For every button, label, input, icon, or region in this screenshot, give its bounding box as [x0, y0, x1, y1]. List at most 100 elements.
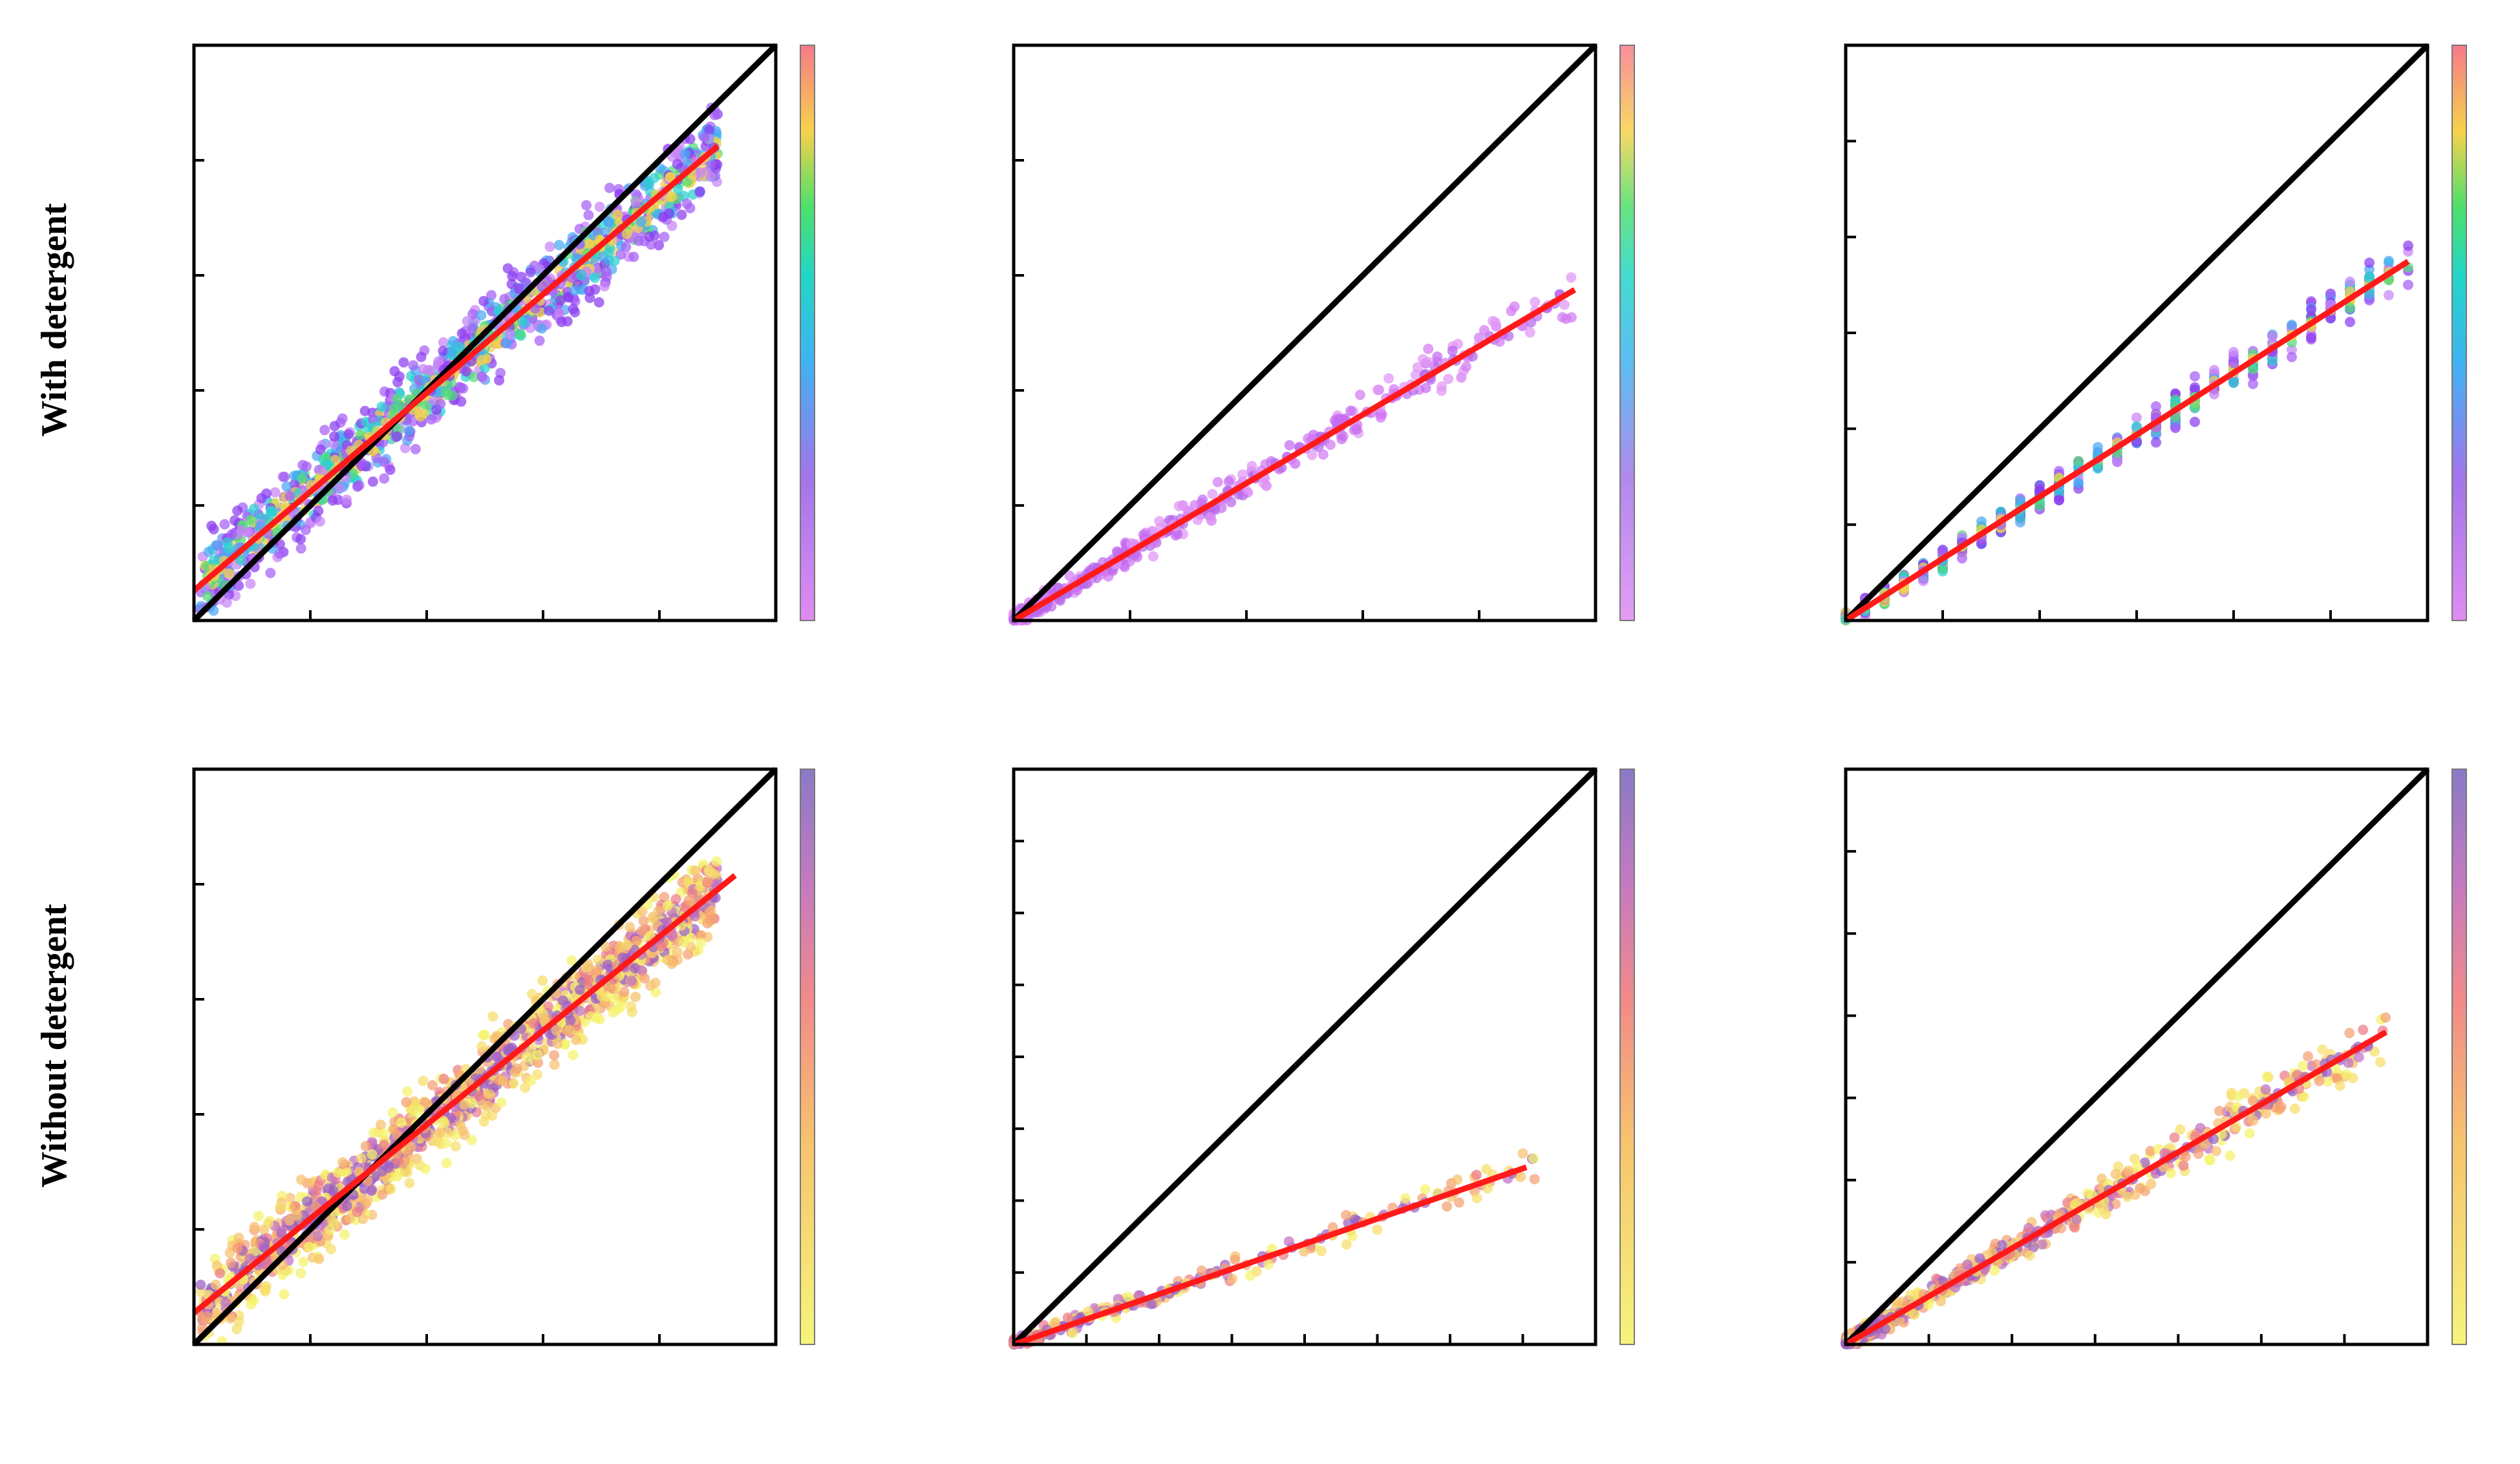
data-point: [576, 270, 586, 281]
data-point: [564, 1024, 575, 1035]
data-point: [568, 304, 579, 314]
data-point: [2165, 1168, 2176, 1178]
data-point: [507, 271, 518, 282]
data-point: [295, 543, 306, 554]
data-point: [2228, 346, 2239, 357]
fit-line-f: [1844, 1029, 2387, 1347]
data-point: [2024, 1250, 2035, 1261]
data-point: [2225, 1151, 2236, 1161]
data-point: [582, 959, 593, 970]
data-point: [281, 481, 292, 492]
data-point: [2233, 1090, 2244, 1101]
data-point: [631, 935, 642, 946]
data-point: [683, 895, 694, 906]
data-point: [2190, 401, 2200, 412]
data-point: [1383, 373, 1394, 384]
data-point: [2209, 388, 2219, 399]
colorbar-a: [800, 45, 815, 621]
data-point: [355, 430, 365, 440]
data-point: [295, 1268, 306, 1278]
data-point: [2131, 1161, 2142, 1172]
data-point: [603, 959, 614, 970]
data-point: [219, 519, 230, 530]
data-point: [279, 1289, 290, 1300]
data-point: [1327, 1222, 1338, 1233]
data-point: [2289, 1103, 2300, 1114]
data-point: [679, 149, 690, 160]
data-point: [1420, 1184, 1431, 1195]
data-point: [2311, 1059, 2322, 1070]
identity-line-a: [191, 43, 778, 623]
data-point: [539, 1015, 550, 1026]
data-point: [646, 239, 656, 250]
data-point: [1561, 313, 1572, 324]
data-point: [1918, 575, 1928, 586]
data-point: [2325, 288, 2336, 299]
data-point: [628, 251, 639, 262]
data-point: [565, 1015, 576, 1026]
identity-line-f: [1843, 767, 2430, 1347]
data-point: [2228, 377, 2239, 388]
data-point: [667, 191, 677, 202]
data-point: [2230, 1122, 2241, 1133]
data-point: [525, 1076, 536, 1087]
data-point: [378, 1128, 389, 1139]
data-point: [1420, 383, 1431, 394]
data-point: [1987, 1247, 1998, 1258]
data-point: [261, 1280, 272, 1291]
data-point: [672, 159, 683, 169]
data-point: [367, 1149, 378, 1160]
data-point: [232, 505, 243, 516]
data-point: [528, 1018, 539, 1029]
data-point: [1332, 413, 1343, 424]
data-point: [1307, 449, 1318, 460]
data-point: [656, 941, 667, 952]
data-point: [571, 1035, 582, 1045]
data-point: [456, 328, 467, 339]
data-point: [2248, 364, 2258, 375]
data-point: [1962, 1259, 1973, 1270]
data-point: [446, 346, 457, 357]
data-point: [619, 986, 630, 997]
data-point: [2287, 319, 2297, 330]
data-point: [263, 1218, 273, 1229]
data-point: [275, 1202, 286, 1213]
data-point: [327, 495, 338, 506]
data-point: [284, 491, 295, 502]
data-point: [2317, 1044, 2328, 1055]
data-point: [378, 1140, 389, 1151]
data-point: [203, 546, 214, 557]
data-point: [532, 1050, 543, 1061]
data-point: [392, 423, 403, 434]
data-point: [356, 1153, 367, 1164]
data-point: [224, 542, 235, 553]
data-point: [469, 372, 480, 383]
data-point: [1126, 538, 1137, 549]
data-point: [1148, 551, 1159, 562]
data-point: [2248, 1096, 2258, 1107]
data-point: [366, 1185, 377, 1196]
data-point: [702, 875, 713, 886]
data-point: [302, 1196, 312, 1207]
data-point: [557, 995, 568, 1006]
data-point: [2036, 1239, 2047, 1250]
data-point: [438, 1074, 449, 1085]
data-point: [352, 1207, 363, 1218]
data-point: [226, 529, 237, 540]
data-point: [279, 471, 290, 482]
data-point: [670, 894, 681, 905]
data-point: [562, 316, 573, 327]
data-point: [438, 337, 449, 348]
data-point: [265, 568, 276, 578]
data-point: [211, 540, 222, 551]
data-point: [1880, 1324, 1891, 1335]
data-point: [434, 1128, 445, 1139]
data-point: [581, 200, 592, 211]
data-point: [298, 1257, 309, 1268]
data-point: [544, 241, 555, 252]
data-point: [402, 1167, 413, 1178]
data-point: [574, 1005, 585, 1016]
data-point: [476, 310, 487, 321]
data-point: [362, 1195, 373, 1206]
